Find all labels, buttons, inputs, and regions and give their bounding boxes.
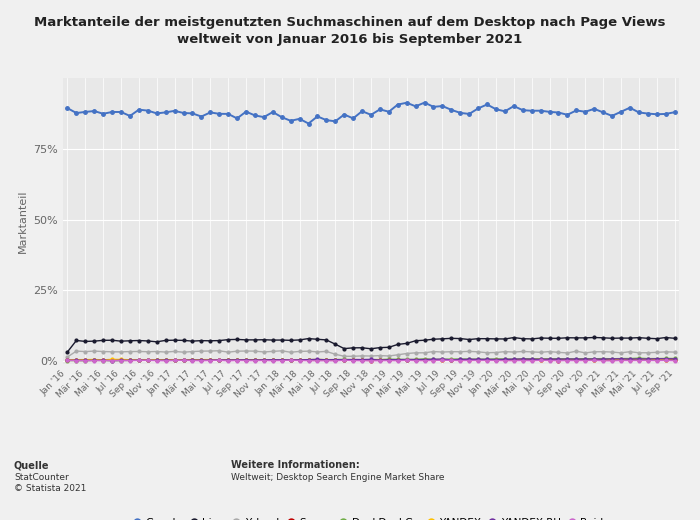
Text: Quelle: Quelle [14,460,50,470]
Legend: Google, bing, Yahoo!, Sogou, DuckDuckGo, YANDEX, YANDEX RU, Baidu: Google, bing, Yahoo!, Sogou, DuckDuckGo,… [132,518,610,520]
Text: Marktanteile der meistgenutzten Suchmaschinen auf dem Desktop nach Page Views
we: Marktanteile der meistgenutzten Suchmasc… [34,16,666,46]
Text: Weitere Informationen:: Weitere Informationen: [231,460,360,470]
Text: Weltweit; Desktop Search Engine Market Share: Weltweit; Desktop Search Engine Market S… [231,473,444,482]
Y-axis label: Marktanteil: Marktanteil [18,189,28,253]
Text: StatCounter
© Statista 2021: StatCounter © Statista 2021 [14,473,86,492]
